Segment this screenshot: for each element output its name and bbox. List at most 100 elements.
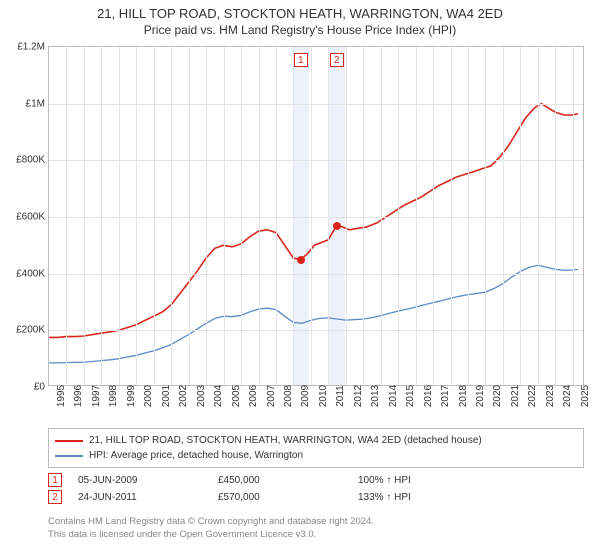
gridline-v (503, 47, 504, 385)
gridline-v (293, 47, 294, 385)
series-hpi (49, 265, 578, 363)
x-tick-label: 2001 (154, 377, 164, 399)
y-tick-label: £1.2M (17, 42, 45, 53)
gridline-v (451, 47, 452, 385)
gridline-v (573, 47, 574, 385)
x-tick-label: 2022 (520, 377, 530, 399)
gridline-v (433, 47, 434, 385)
title-block: 21, HILL TOP ROAD, STOCKTON HEATH, WARRI… (0, 0, 600, 39)
legend-swatch (55, 440, 83, 442)
sale-price: £450,000 (218, 475, 358, 486)
legend: 21, HILL TOP ROAD, STOCKTON HEATH, WARRI… (48, 428, 584, 468)
legend-swatch (55, 455, 83, 457)
y-tick-label: £200K (16, 325, 45, 336)
sale-badge: 2 (330, 53, 344, 67)
chart-area: £0£200K£400K£600K£800K£1M£1.2M1995199619… (48, 46, 584, 386)
gridline-v (398, 47, 399, 385)
gridline-v (154, 47, 155, 385)
sale-index-box: 1 (48, 473, 62, 487)
sale-price: £570,000 (218, 492, 358, 503)
gridline-v (171, 47, 172, 385)
gridline-v (520, 47, 521, 385)
sale-badge: 1 (294, 53, 308, 67)
x-tick-label: 1996 (66, 377, 76, 399)
y-tick-label: £400K (16, 268, 45, 279)
x-tick-label: 2009 (293, 377, 303, 399)
title-main: 21, HILL TOP ROAD, STOCKTON HEATH, WARRI… (0, 6, 600, 21)
sale-row: 2 24-JUN-2011£570,000133% ↑ HPI (48, 490, 584, 504)
sale-row: 1 05-JUN-2009£450,000100% ↑ HPI (48, 473, 584, 487)
footer-line2: This data is licensed under the Open Gov… (48, 529, 584, 542)
gridline-v (346, 47, 347, 385)
chart-container: 21, HILL TOP ROAD, STOCKTON HEATH, WARRI… (0, 0, 600, 560)
gridline-v (136, 47, 137, 385)
x-tick-label: 2012 (346, 377, 356, 399)
gridline-v (381, 47, 382, 385)
sale-pct: 133% ↑ HPI (358, 492, 498, 503)
x-tick-label: 1999 (119, 377, 129, 399)
x-tick-label: 2008 (276, 377, 286, 399)
x-tick-label: 2002 (171, 377, 181, 399)
x-tick-label: 2000 (136, 377, 146, 399)
legend-label: 21, HILL TOP ROAD, STOCKTON HEATH, WARRI… (89, 433, 482, 448)
x-tick-label: 2019 (468, 377, 478, 399)
gridline-v (259, 47, 260, 385)
legend-item: 21, HILL TOP ROAD, STOCKTON HEATH, WARRI… (55, 433, 577, 448)
x-tick-label: 2016 (416, 377, 426, 399)
x-tick-label: 2014 (381, 377, 391, 399)
gridline-v (276, 47, 277, 385)
gridline-v (119, 47, 120, 385)
sale-date: 05-JUN-2009 (78, 475, 218, 486)
sale-pct: 100% ↑ HPI (358, 475, 498, 486)
gridline-v (224, 47, 225, 385)
x-tick-label: 2025 (573, 377, 583, 399)
x-tick-label: 2023 (538, 377, 548, 399)
x-tick-label: 2003 (189, 377, 199, 399)
x-tick-label: 1995 (49, 377, 59, 399)
gridline-v (468, 47, 469, 385)
x-tick-label: 2024 (555, 377, 565, 399)
gridline-v (241, 47, 242, 385)
y-tick-label: £800K (16, 155, 45, 166)
sales-list: 1 05-JUN-2009£450,000100% ↑ HPI 2 24-JUN-20… (48, 470, 584, 507)
title-sub: Price paid vs. HM Land Registry's House … (0, 23, 600, 37)
x-tick-label: 2020 (485, 377, 495, 399)
gridline-v (328, 47, 329, 385)
x-tick-label: 2011 (328, 377, 338, 399)
y-tick-label: £0 (34, 382, 45, 393)
gridline-v (311, 47, 312, 385)
sale-index-box: 2 (48, 490, 62, 504)
x-tick-label: 2013 (363, 377, 373, 399)
footer-line1: Contains HM Land Registry data © Crown c… (48, 516, 584, 529)
gridline-v (206, 47, 207, 385)
gridline-v (416, 47, 417, 385)
gridline-v (555, 47, 556, 385)
x-tick-label: 2004 (206, 377, 216, 399)
x-tick-label: 2017 (433, 377, 443, 399)
gridline-v (363, 47, 364, 385)
sale-date: 24-JUN-2011 (78, 492, 218, 503)
y-tick-label: £1M (26, 98, 45, 109)
y-tick-label: £600K (16, 212, 45, 223)
legend-label: HPI: Average price, detached house, Warr… (89, 448, 303, 463)
x-tick-label: 2005 (224, 377, 234, 399)
gridline-v (66, 47, 67, 385)
plot: £0£200K£400K£600K£800K£1M£1.2M1995199619… (48, 46, 584, 386)
sale-dot (333, 222, 341, 230)
gridline-v (84, 47, 85, 385)
x-tick-label: 1998 (101, 377, 111, 399)
gridline-v (101, 47, 102, 385)
x-tick-label: 2018 (451, 377, 461, 399)
x-tick-label: 2015 (398, 377, 408, 399)
gridline-v (189, 47, 190, 385)
x-tick-label: 2010 (311, 377, 321, 399)
x-tick-label: 2007 (259, 377, 269, 399)
footer: Contains HM Land Registry data © Crown c… (48, 516, 584, 542)
x-tick-label: 1997 (84, 377, 94, 399)
series-property (49, 104, 578, 338)
gridline-v (485, 47, 486, 385)
legend-item: HPI: Average price, detached house, Warr… (55, 448, 577, 463)
gridline-v (538, 47, 539, 385)
x-tick-label: 2021 (503, 377, 513, 399)
sale-dot (297, 256, 305, 264)
